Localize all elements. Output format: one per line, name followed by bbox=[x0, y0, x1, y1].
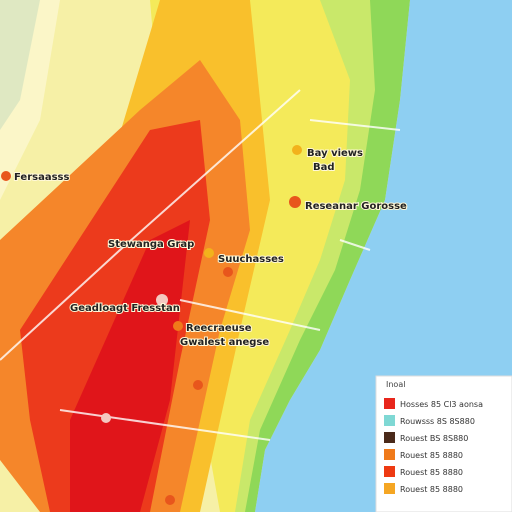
legend-swatch bbox=[384, 449, 395, 460]
legend-swatch bbox=[384, 398, 395, 409]
legend-swatch bbox=[384, 415, 395, 426]
place-label: Bay views bbox=[307, 148, 363, 159]
legend-swatch bbox=[384, 483, 395, 494]
legend-label: Rouest 85 8880 bbox=[400, 468, 463, 477]
pin bbox=[101, 413, 111, 423]
legend-label: Rouest 85 8880 bbox=[400, 485, 463, 494]
heat-red-core bbox=[70, 220, 190, 512]
legend-swatch bbox=[384, 432, 395, 443]
legend-label: Rouest 85 8880 bbox=[400, 451, 463, 460]
pin bbox=[289, 196, 301, 208]
pin bbox=[156, 294, 168, 306]
legend-swatch bbox=[384, 466, 395, 477]
place-label: Geadloagt Fresstan bbox=[70, 303, 180, 314]
legend-label: Hosses 85 Cl3 aonsa bbox=[400, 400, 483, 409]
pin bbox=[292, 145, 302, 155]
pin bbox=[165, 495, 175, 505]
pin bbox=[223, 267, 233, 277]
legend-label: Rouest BS 8S880 bbox=[400, 434, 468, 443]
heat-green bbox=[245, 0, 410, 512]
pin bbox=[193, 380, 203, 390]
pin bbox=[204, 248, 214, 258]
place-label: Stewanga Grap bbox=[108, 239, 194, 250]
legend-box bbox=[375, 375, 512, 512]
legend-title: Inoal bbox=[386, 380, 405, 389]
city-zone bbox=[0, 0, 40, 130]
legend: Inoal Hosses 85 Cl3 aonsa Rouwsss 8S 8S88… bbox=[375, 375, 512, 512]
place-label: Gwalest anegse bbox=[180, 337, 269, 348]
heat-yellowgreen bbox=[235, 0, 410, 512]
place-label: Bad bbox=[313, 162, 335, 173]
pin bbox=[1, 171, 11, 181]
place-label: Reecraeuse bbox=[186, 323, 252, 334]
pin bbox=[173, 321, 183, 331]
place-label: Reseanar Gorosse bbox=[305, 201, 407, 212]
roads bbox=[0, 89, 401, 441]
place-label: Suuchasses bbox=[218, 254, 284, 265]
legend-label: Rouwsss 8S 8S880 bbox=[400, 417, 475, 426]
place-label: Fersaasss bbox=[14, 172, 69, 183]
place-labels: Fersaasss Bay views Bad Reseanar Gorosse… bbox=[1, 145, 408, 505]
